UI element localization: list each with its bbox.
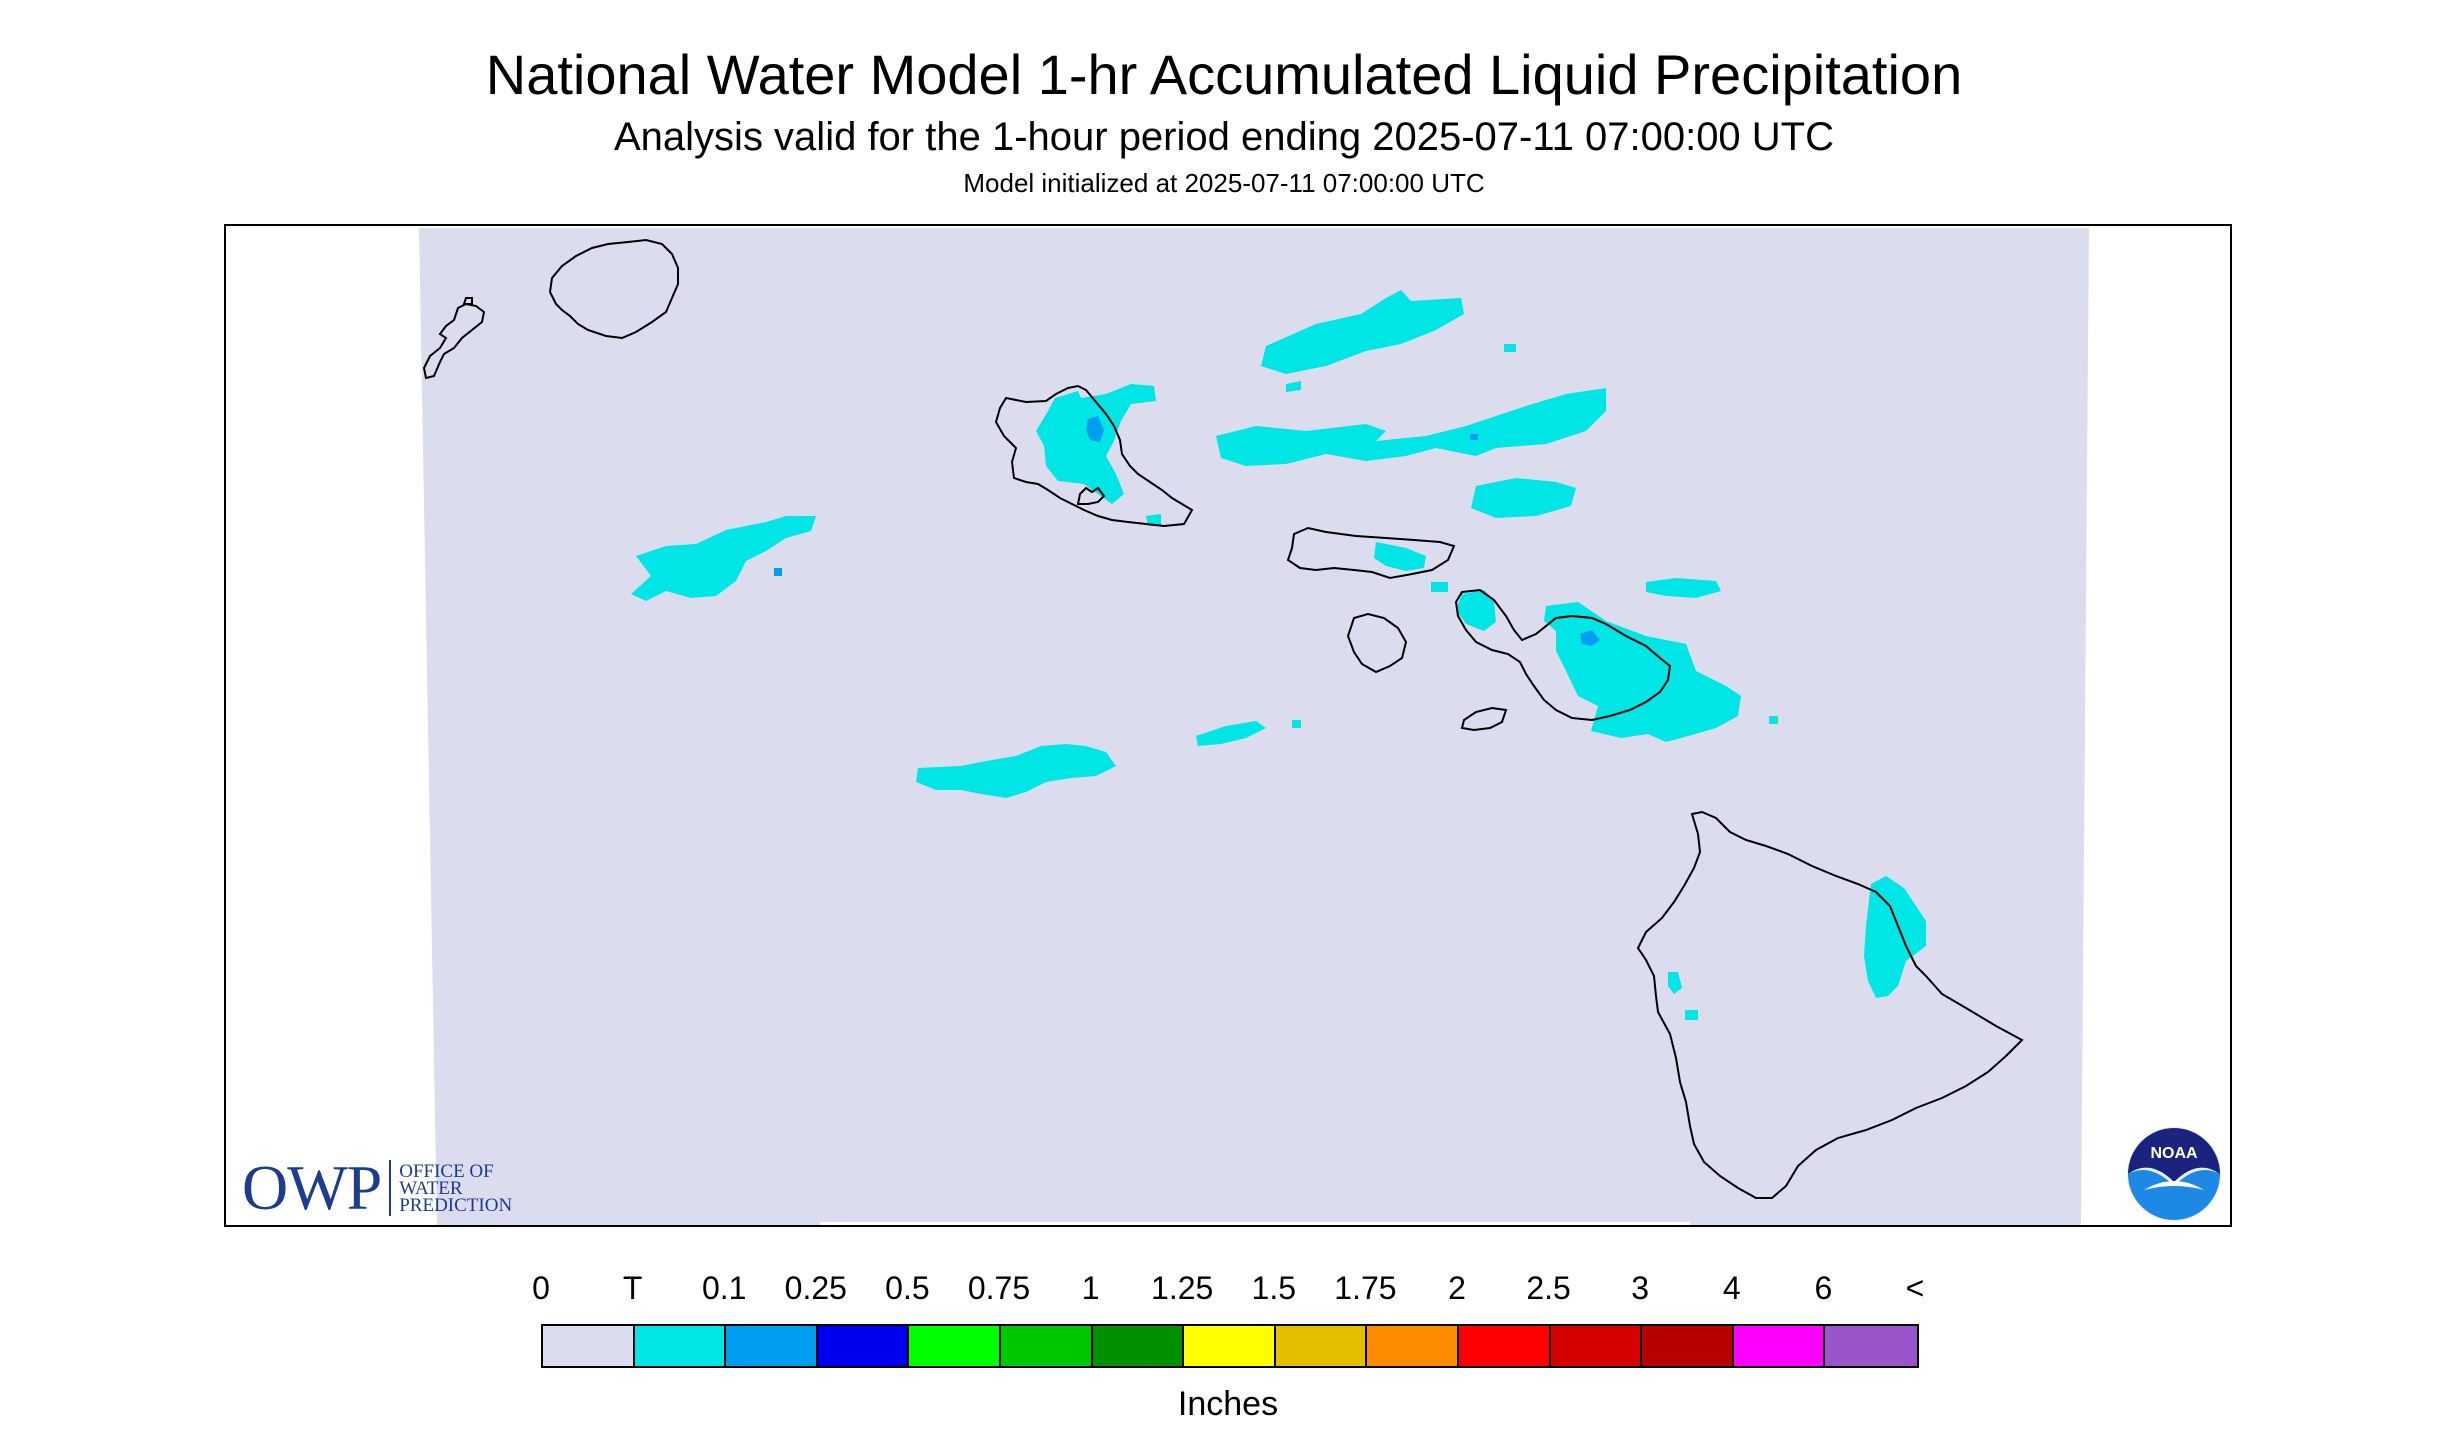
legend-swatch (1092, 1326, 1185, 1366)
precip-area-small-south (1292, 720, 1301, 728)
precip-area-small-big-isle (1769, 716, 1778, 724)
precip-area-west-maui (1456, 590, 1496, 631)
coastline-big-island (1636, 810, 2024, 1199)
legend-label: 2.5 (1526, 1270, 1571, 1306)
owp-divider (389, 1160, 392, 1216)
noaa-logo-text: NOAA (2150, 1145, 2198, 1162)
legend-label: 0.1 (701, 1270, 747, 1306)
legend-label: 4 (1722, 1270, 1741, 1306)
legend-label: 2 (1448, 1270, 1466, 1306)
legend-label: 1.5 (1251, 1270, 1297, 1306)
coastline-kaula (462, 297, 473, 305)
legend-bar (541, 1324, 1919, 1368)
coastline-oahu (994, 384, 1194, 528)
owp-mark: OWP (242, 1152, 382, 1223)
noaa-logo-bottom (2128, 1170, 2220, 1220)
legend-swatch (1825, 1326, 1917, 1366)
owp-text-line: WATER (399, 1177, 463, 1199)
legend-swatch (1184, 1326, 1276, 1366)
legend-swatch (1458, 1326, 1551, 1366)
precip-map (419, 228, 2089, 1225)
legend-label: 0.25 (784, 1270, 847, 1306)
noaa-logo-top (2128, 1128, 2220, 1182)
precip-area-south-band (916, 744, 1116, 798)
coastline-lanai (1346, 612, 1408, 674)
legend-label: 0.5 (885, 1270, 930, 1306)
owp-text-line: OFFICE OF (399, 1160, 494, 1182)
color-legend: 0 T 0.1 0.25 0.5 0.75 1 1.25 1.5 1.75 2 2.5 3 4 6 < Inc… (532, 1268, 1924, 1428)
legend-swatch (1733, 1326, 1826, 1366)
legend-label: 1.25 (1151, 1270, 1214, 1306)
legend-swatch (634, 1326, 727, 1366)
precip-area-molokai (1374, 542, 1426, 571)
legend-swatch (909, 1326, 1001, 1366)
coastline-pearl-harbor (1076, 486, 1106, 505)
precip-area-small-north (1286, 381, 1301, 392)
coastline-kahoolawe (1460, 706, 1508, 732)
legend-label: 1.75 (1334, 1270, 1397, 1306)
precip-area-north-band (1261, 290, 1464, 374)
legend-label: 1 (1081, 1270, 1100, 1306)
precip-area-small-molokai (1431, 582, 1448, 592)
legend-label: 3 (1631, 1270, 1650, 1306)
precip-tenth-kauai-channel (774, 568, 782, 576)
legend-swatch (726, 1326, 818, 1366)
chart-subtitle: Analysis valid for the 1-hour period end… (614, 115, 1834, 159)
owp-text: OFFICE OF WATER PREDICTION (399, 1160, 513, 1216)
legend-label: 6 (1814, 1270, 1833, 1306)
precip-trace-areas (631, 290, 1926, 1020)
legend-label: T (622, 1270, 643, 1306)
chart-title: National Water Model 1-hr Accumulated Li… (485, 43, 1963, 106)
title-block: National Water Model 1-hr Accumulated Li… (0, 42, 2448, 200)
coastline-kauai (548, 238, 679, 340)
owp-text-line: PREDICTION (399, 1194, 513, 1216)
legend-swatch (1550, 1326, 1643, 1366)
legend-label: 0 (532, 1270, 550, 1306)
precip-area-molokai-channel (1216, 388, 1606, 466)
legend-swatch (1275, 1326, 1368, 1366)
coastline-molokai (1286, 526, 1456, 580)
coastlines (422, 238, 2024, 1199)
precip-area-east-of-maui (1646, 578, 1721, 598)
legend-swatch (817, 1326, 910, 1366)
precip-area-oahu (1036, 384, 1156, 504)
precip-area-kauai-channel (631, 516, 816, 601)
legend-unit: Inches (1177, 1385, 1279, 1423)
precip-area-big-island-east (1864, 876, 1926, 998)
precip-tenth-maui (1580, 630, 1600, 646)
map-panel: OWP OFFICE OF WATER PREDICTION NOAA (224, 224, 2232, 1227)
model-init-text: Model initialized at 2025-07-11 07:00:00… (963, 168, 1485, 198)
precip-area-big-island-southwest (1685, 1010, 1698, 1020)
legend-swatch (1000, 1326, 1093, 1366)
owp-logo: OWP OFFICE OF WATER PREDICTION (242, 1156, 512, 1220)
precip-area-small-north-2 (1504, 344, 1516, 352)
legend-swatch (1367, 1326, 1459, 1366)
precip-area-small-oahu-south (1146, 514, 1161, 526)
legend-swatch (543, 1326, 635, 1366)
precip-area-east-channel (1471, 478, 1576, 518)
noaa-logo-bird (2144, 1181, 2204, 1190)
precip-tenth-oahu (1086, 416, 1104, 442)
legend-label: 0.75 (967, 1270, 1031, 1306)
precip-area-south-band-east (1196, 721, 1266, 746)
precip-tenth-molokai-channel (1470, 434, 1478, 440)
precip-area-big-island-west (1668, 972, 1682, 994)
legend-label: < (1905, 1270, 1925, 1306)
legend-labels: 0 T 0.1 0.25 0.5 0.75 1 1.25 1.5 1.75 2 2.5 3 4 6 < (532, 1268, 1924, 1308)
noaa-logo: NOAA (2125, 1125, 2223, 1223)
coastline-maui (1454, 588, 1672, 722)
precip-tenth-areas (774, 416, 1600, 646)
coastline-niihau (422, 302, 486, 380)
legend-swatch (1642, 1326, 1734, 1366)
